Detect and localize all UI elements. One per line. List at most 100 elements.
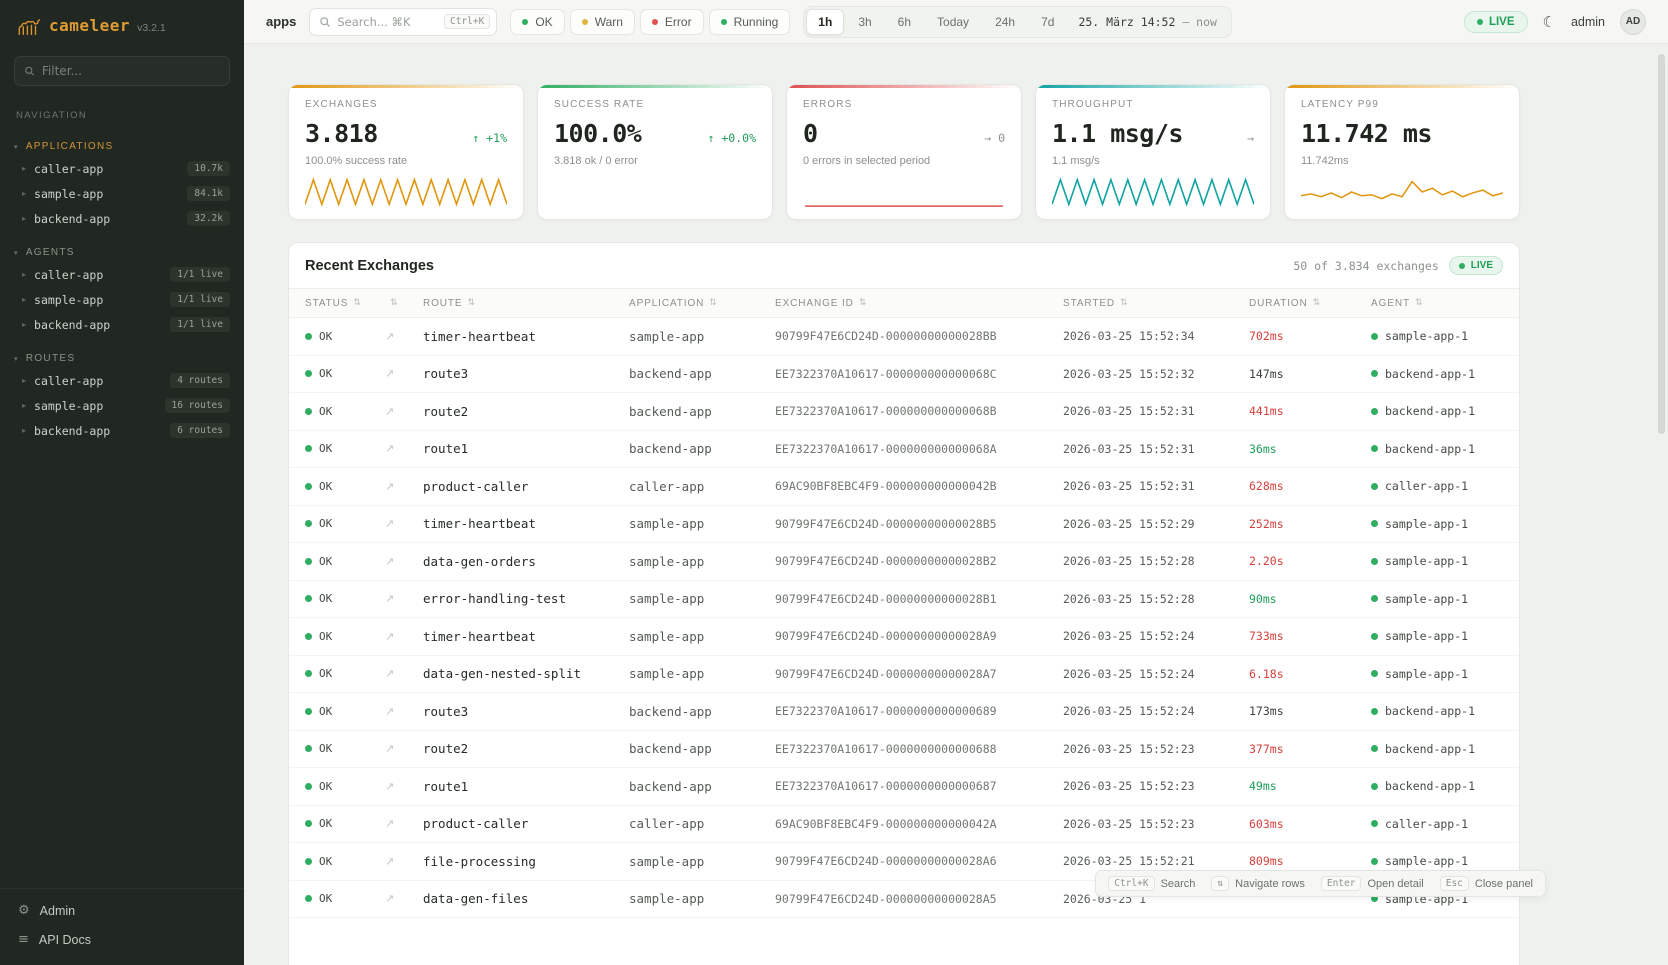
open-detail-icon[interactable]: ↗	[385, 367, 394, 380]
open-detail-icon[interactable]: ↗	[385, 892, 394, 905]
column-header[interactable]: ⇅	[385, 298, 423, 308]
column-header[interactable]: APPLICATION ⇅	[629, 298, 775, 309]
agent-live-dot	[1371, 333, 1378, 340]
live-badge: 1/1 live	[170, 267, 230, 282]
open-detail-icon[interactable]: ↗	[385, 742, 394, 755]
open-detail-icon[interactable]: ↗	[385, 705, 394, 718]
open-detail-icon[interactable]: ↗	[385, 555, 394, 568]
dark-mode-toggle-icon[interactable]: ☾	[1543, 13, 1556, 31]
section-header-routes[interactable]: ▾ ROUTES	[0, 347, 244, 368]
open-detail-icon[interactable]: ↗	[385, 330, 394, 343]
sort-icon: ⇅	[859, 298, 867, 308]
section-header-applications[interactable]: ▾ APPLICATIONS	[0, 135, 244, 156]
exchange-row[interactable]: OK ↗ route1 backend-app EE7322370A10617-…	[289, 431, 1519, 469]
exchange-row[interactable]: OK ↗ route3 backend-app EE7322370A10617-…	[289, 693, 1519, 731]
started-timestamp: 2026-03-25 15:52:32	[1063, 367, 1195, 381]
exchange-id: 90799F47E6CD24D-00000000000028B5	[775, 517, 997, 531]
open-detail-icon[interactable]: ↗	[385, 817, 394, 830]
time-range-button[interactable]: 1h	[806, 9, 844, 35]
duration-value: 252ms	[1249, 517, 1284, 531]
exchange-row[interactable]: OK ↗ route1 backend-app EE7322370A10617-…	[289, 768, 1519, 806]
duration-value: 2.20s	[1249, 554, 1284, 568]
open-detail-icon[interactable]: ↗	[385, 517, 394, 530]
exchange-id: 90799F47E6CD24D-00000000000028B1	[775, 592, 997, 606]
exchange-row[interactable]: OK ↗ timer-heartbeat sample-app 90799F47…	[289, 618, 1519, 656]
open-detail-icon[interactable]: ↗	[385, 480, 394, 493]
open-detail-icon[interactable]: ↗	[385, 855, 394, 868]
sidebar-item-route[interactable]: ▸ caller-app 4 routes	[0, 368, 244, 393]
search-input[interactable]	[337, 15, 438, 29]
sparkline	[1301, 175, 1503, 209]
time-range-display[interactable]: 25. März 14:52 — now	[1078, 15, 1217, 29]
sidebar-filter[interactable]	[14, 56, 230, 86]
stat-title: EXCHANGES	[305, 99, 507, 110]
section-header-agents[interactable]: ▾ AGENTS	[0, 241, 244, 262]
sidebar-item-route[interactable]: ▸ backend-app 6 routes	[0, 418, 244, 443]
open-detail-icon[interactable]: ↗	[385, 592, 394, 605]
column-header[interactable]: STARTED ⇅	[1063, 298, 1249, 309]
status-filter-chip[interactable]: Running	[709, 9, 791, 35]
live-toggle[interactable]: LIVE	[1464, 11, 1528, 33]
exchange-row[interactable]: OK ↗ data-gen-orders sample-app 90799F47…	[289, 543, 1519, 581]
column-header[interactable]: STATUS ⇅	[305, 298, 385, 309]
status-filter-chip[interactable]: OK	[510, 9, 564, 35]
avatar[interactable]: AD	[1620, 9, 1646, 35]
time-range-button[interactable]: 7d	[1029, 9, 1066, 35]
exchange-row[interactable]: OK ↗ route3 backend-app EE7322370A10617-…	[289, 356, 1519, 394]
stat-subtext: 0 errors in selected period	[803, 155, 1005, 167]
started-timestamp: 2026-03-25 15:52:23	[1063, 817, 1195, 831]
column-header[interactable]: DURATION ⇅	[1249, 298, 1371, 309]
column-header[interactable]: EXCHANGE ID ⇅	[775, 298, 1063, 309]
sidebar-item-agent[interactable]: ▸ sample-app 1/1 live	[0, 287, 244, 312]
exchange-row[interactable]: OK ↗ route2 backend-app EE7322370A10617-…	[289, 393, 1519, 431]
exchange-row[interactable]: OK ↗ timer-heartbeat sample-app 90799F47…	[289, 318, 1519, 356]
application-name: sample-app	[629, 666, 704, 681]
table-live-badge[interactable]: LIVE	[1449, 256, 1503, 275]
content: EXCHANGES 3.818 ↑ +1% 100.0% success rat…	[244, 44, 1668, 965]
started-timestamp: 2026-03-25 15:52:31	[1063, 479, 1195, 493]
stat-title: LATENCY P99	[1301, 99, 1503, 110]
exchange-row[interactable]: OK ↗ data-gen-nested-split sample-app 90…	[289, 656, 1519, 694]
time-range-button[interactable]: Today	[925, 9, 981, 35]
stat-subtext: 1.1 msg/s	[1052, 155, 1254, 167]
exchange-id: 90799F47E6CD24D-00000000000028A6	[775, 854, 997, 868]
exchange-row[interactable]: OK ↗ error-handling-test sample-app 9079…	[289, 581, 1519, 619]
exchange-row[interactable]: OK ↗ product-caller caller-app 69AC90BF8…	[289, 806, 1519, 844]
column-header[interactable]: AGENT ⇅	[1371, 298, 1503, 309]
search-box[interactable]: Ctrl+K	[309, 8, 497, 36]
open-detail-icon[interactable]: ↗	[385, 442, 394, 455]
app-logo: cameleer v3.2.1	[0, 0, 244, 50]
sidebar-admin[interactable]: ⚙ Admin	[18, 903, 226, 918]
open-detail-icon[interactable]: ↗	[385, 405, 394, 418]
exchange-row[interactable]: OK ↗ route2 backend-app EE7322370A10617-…	[289, 731, 1519, 769]
agent-live-dot	[1371, 483, 1378, 490]
sidebar-item-route[interactable]: ▸ sample-app 16 routes	[0, 393, 244, 418]
column-header[interactable]: ROUTE ⇅	[423, 298, 629, 309]
time-range-button[interactable]: 6h	[886, 9, 923, 35]
status-filter-chip[interactable]: Warn	[570, 9, 635, 35]
recent-exchanges-panel: Recent Exchanges 50 of 3.834 exchanges L…	[288, 242, 1520, 965]
status-filter-chip[interactable]: Error	[640, 9, 704, 35]
status-filter-chips: OK Warn Error Running	[510, 9, 790, 35]
open-detail-icon[interactable]: ↗	[385, 630, 394, 643]
camel-logo-icon	[16, 16, 42, 38]
sidebar-item-application[interactable]: ▸ caller-app 10.7k	[0, 156, 244, 181]
scrollbar[interactable]	[1658, 54, 1665, 434]
sidebar-item-application[interactable]: ▸ backend-app 32.2k	[0, 206, 244, 231]
exchange-row[interactable]: OK ↗ product-caller caller-app 69AC90BF8…	[289, 468, 1519, 506]
open-detail-icon[interactable]: ↗	[385, 780, 394, 793]
sidebar-item-agent[interactable]: ▸ backend-app 1/1 live	[0, 312, 244, 337]
exchange-id: EE7322370A10617-0000000000000689	[775, 704, 997, 718]
exchange-row[interactable]: OK ↗ timer-heartbeat sample-app 90799F47…	[289, 506, 1519, 544]
sidebar-item-agent[interactable]: ▸ caller-app 1/1 live	[0, 262, 244, 287]
sparkline	[1052, 175, 1254, 209]
open-detail-icon[interactable]: ↗	[385, 667, 394, 680]
status-ok-dot	[305, 895, 312, 902]
sidebar-api-docs[interactable]: ≡ API Docs	[18, 932, 226, 947]
time-range-button[interactable]: 24h	[983, 9, 1027, 35]
route-name: error-handling-test	[423, 591, 566, 606]
time-range-button[interactable]: 3h	[846, 9, 883, 35]
sidebar-item-application[interactable]: ▸ sample-app 84.1k	[0, 181, 244, 206]
stat-card: THROUGHPUT 1.1 msg/s → 1.1 msg/s	[1035, 84, 1271, 220]
filter-input[interactable]	[42, 64, 220, 78]
